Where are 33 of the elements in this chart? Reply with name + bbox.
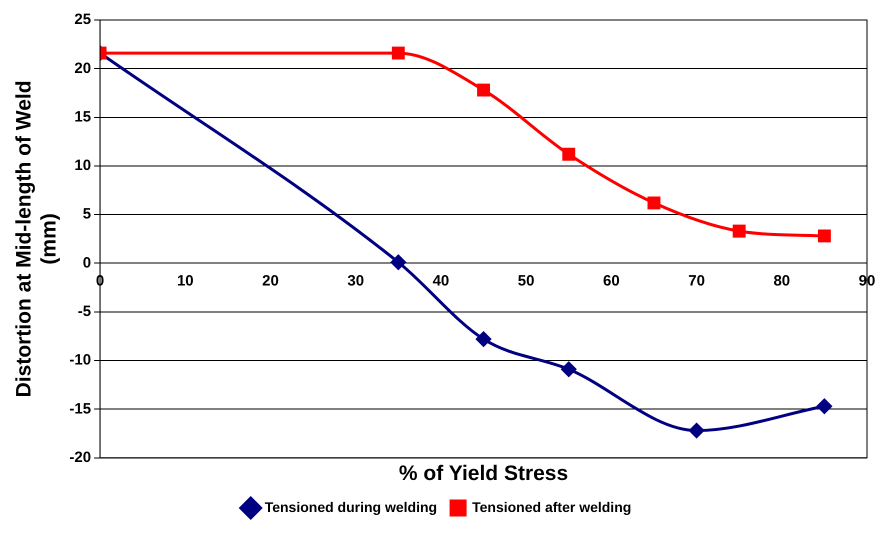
y-tick-label: -5 [78,303,92,320]
y-tick-label: 5 [82,206,92,223]
x-tick-label: 70 [688,272,705,290]
y-tick-label: 20 [74,60,92,77]
x-tick-label: 10 [176,272,194,290]
y-tick-label: -20 [69,448,92,466]
legend-label: Tensioned after welding [472,498,632,515]
x-tick-label: 80 [773,272,790,290]
y-tick-label: 10 [74,157,92,174]
x-tick-label: 20 [262,272,279,290]
y-tick-label: 25 [74,11,92,28]
y-tick-label: -10 [69,352,92,369]
x-tick-label: 60 [603,272,620,290]
x-tick-label: 40 [432,272,450,290]
point [818,230,831,242]
x-tick-label: 30 [347,272,364,290]
point [476,332,492,347]
x-axis-title: % of Yield Stress [398,462,568,486]
legend-label: Tensioned during welding [264,498,438,515]
point [390,254,406,270]
point [392,46,405,60]
y-tick-label: 0 [82,254,92,272]
point [816,398,832,414]
y-axis-title: Distortion at Mid-length of Weld (mm) [12,80,61,398]
point [689,423,704,438]
y-tick-label: -15 [69,400,92,418]
point [732,224,746,238]
point [561,362,576,377]
y-tick-label: 15 [74,108,92,126]
point [562,148,576,161]
point [648,196,660,210]
x-tick-label: 50 [518,272,534,290]
point [477,84,490,96]
